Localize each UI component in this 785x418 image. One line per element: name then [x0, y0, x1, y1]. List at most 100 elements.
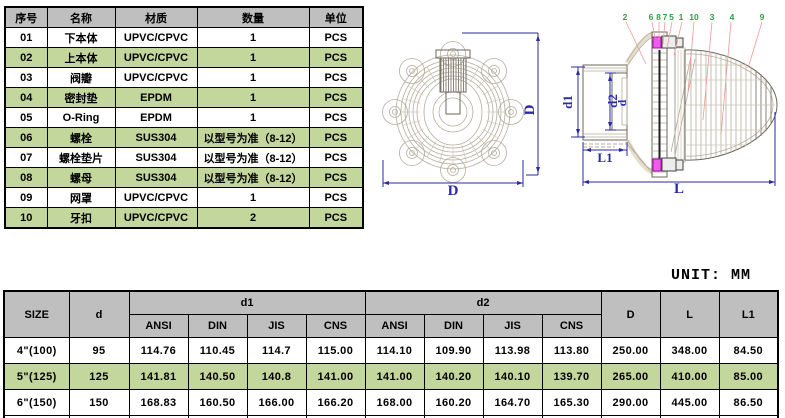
callout-labels: 2 6 8 7 5 1 10 3 4 9 — [623, 12, 765, 22]
dims-cell: 160.50 — [187, 389, 248, 416]
callout-2: 2 — [623, 12, 628, 22]
dims-column-header: DIN — [187, 314, 248, 338]
dims-cell: 445.00 — [659, 389, 720, 416]
dims-column-header: D — [600, 290, 661, 338]
callout-1: 1 — [679, 12, 684, 22]
parts-cell: 1 — [196, 47, 310, 68]
parts-cell: 05 — [4, 107, 48, 128]
parts-cell: SUS304 — [114, 127, 198, 148]
dims-cell: 141.81 — [128, 363, 189, 390]
dims-cell: 250.00 — [600, 337, 661, 364]
dims-cell: 114.7 — [246, 337, 307, 364]
callout-leaders — [625, 21, 763, 136]
front-dim-width-label: D — [448, 183, 459, 199]
parts-table-row: 09 网罩 UPVC/CPVC 1 PCS — [4, 187, 364, 208]
parts-cell: O-Ring — [46, 107, 116, 128]
dims-table-row: 5"(125) 125 141.81 140.50 140.8 141.00 141.00 1… — [3, 363, 779, 390]
parts-table: 序号 名称 材质 数量 单位 01 下本体 UPVC/CPVC 1 PCS 02 上本体 UPVC/C… — [4, 6, 364, 229]
dimension-table-header: SIZE d d1 d2 D L L1 ANSI DIN JIS CNS ANSI DIN JIS CNS — [3, 290, 779, 338]
parts-cell: 1 — [196, 187, 310, 208]
dims-column-header: ANSI — [128, 314, 189, 338]
parts-cell: 网罩 — [46, 187, 116, 208]
parts-cell: SUS304 — [114, 147, 198, 168]
parts-cell: PCS — [308, 27, 364, 48]
dims-cell: 113.98 — [482, 337, 543, 364]
parts-table-row: 02 上本体 UPVC/CPVC 1 PCS — [4, 47, 364, 68]
side-body-shoulder — [624, 31, 654, 176]
parts-cell: 04 — [4, 87, 48, 108]
dims-column-header: JIS — [482, 314, 543, 338]
dims-cell — [718, 415, 779, 418]
parts-cell: 螺母 — [46, 167, 116, 188]
parts-cell: UPVC/CPVC — [114, 47, 198, 68]
dims-cell: 168.00 — [364, 389, 425, 416]
dims-cell — [305, 415, 366, 418]
dims-cell: 166.00 — [246, 389, 307, 416]
dims-cell: 168.83 — [128, 389, 189, 416]
dims-cell: 85.00 — [718, 363, 779, 390]
parts-cell: 牙扣 — [46, 207, 116, 229]
callout-6: 6 — [649, 12, 654, 22]
parts-cell: 下本体 — [46, 27, 116, 48]
front-dim-width: D — [382, 160, 524, 199]
front-view-drawing: D D — [382, 32, 540, 199]
dims-cell: 140.8 — [246, 363, 307, 390]
dims-cell — [541, 415, 602, 418]
parts-cell: 以型号为准（8-12） — [196, 167, 310, 188]
dims-column-header: DIN — [423, 314, 484, 338]
parts-cell: 10 — [4, 207, 48, 229]
parts-cell: 1 — [196, 107, 310, 128]
parts-cell: 01 — [4, 27, 48, 48]
parts-cell: SUS304 — [114, 167, 198, 188]
dims-table-row: 4"(100) 95 114.76 110.45 114.7 115.00 114.10 10… — [3, 337, 779, 364]
parts-table-header: 序号 名称 材质 数量 单位 — [4, 6, 364, 28]
dims-cell: 165.30 — [541, 389, 602, 416]
parts-table-row: 06 螺栓 SUS304 以型号为准（8-12） PCS — [4, 127, 364, 148]
parts-cell: PCS — [308, 107, 364, 128]
parts-cell: PCS — [308, 207, 364, 229]
dims-cell: 140.10 — [482, 363, 543, 390]
parts-cell: 密封垫 — [46, 87, 116, 108]
dims-cell: 150 — [68, 389, 130, 416]
dims-cell: 166.20 — [305, 389, 366, 416]
side-dome-mesh — [684, 49, 778, 161]
parts-column-header: 数量 — [196, 6, 310, 28]
valve-drawings: D D — [382, 12, 778, 199]
dims-cell: 114.76 — [128, 337, 189, 364]
dims-cell: 5"(125) — [3, 363, 70, 390]
dims-cell: 141.00 — [364, 363, 425, 390]
front-flange-outline — [382, 41, 524, 183]
callout-3: 3 — [710, 12, 715, 22]
side-dim-L1-label: L1 — [597, 150, 612, 165]
dims-cell: 125 — [68, 363, 130, 390]
dimension-table: SIZE d d1 d2 D L L1 ANSI DIN JIS CNS ANSI DIN JIS CNS … — [3, 290, 780, 418]
dims-column-header: d2 — [364, 290, 602, 315]
parts-cell: UPVC/CPVC — [114, 27, 198, 48]
dims-cell: 84.50 — [718, 337, 779, 364]
parts-table-row: 05 O-Ring EPDM 1 PCS — [4, 107, 364, 128]
parts-table-row: 01 下本体 UPVC/CPVC 1 PCS — [4, 27, 364, 48]
parts-cell: 02 — [4, 47, 48, 68]
callout-7: 7 — [663, 12, 668, 22]
side-view-drawing: d1 d2 d L1 — [560, 12, 778, 197]
parts-cell: 螺栓垫片 — [46, 147, 116, 168]
dims-column-header: d — [68, 290, 130, 338]
dims-cell: 115.00 — [305, 337, 366, 364]
side-dim-d1: d1 — [560, 66, 585, 138]
dims-cell: 95 — [68, 337, 130, 364]
dims-cell: 140.20 — [423, 363, 484, 390]
parts-table-row: 03 阀瓣 UPVC/CPVC 1 PCS — [4, 67, 364, 88]
callout-5: 5 — [669, 12, 674, 22]
parts-cell: PCS — [308, 127, 364, 148]
callout-8: 8 — [656, 12, 661, 22]
dims-cell: 4"(100) — [3, 337, 70, 364]
parts-cell: 2 — [196, 207, 310, 229]
dims-column-header: CNS — [305, 314, 366, 338]
parts-table-row: 04 密封垫 EPDM 1 PCS — [4, 87, 364, 108]
parts-cell: 上本体 — [46, 47, 116, 68]
parts-cell: 以型号为准（8-12） — [196, 147, 310, 168]
parts-cell: 阀瓣 — [46, 67, 116, 88]
front-dim-height-label: D — [522, 104, 538, 115]
parts-cell: UPVC/CPVC — [114, 207, 198, 229]
